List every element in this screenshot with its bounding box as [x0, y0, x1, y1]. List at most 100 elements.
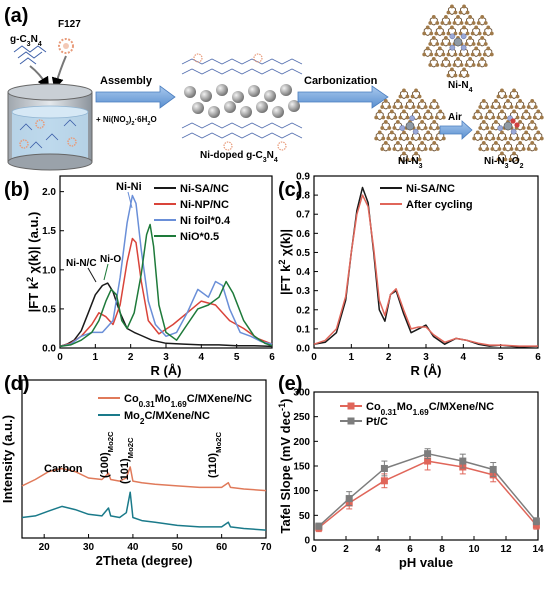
carbon-atom: [462, 67, 466, 72]
y-axis-label: |FT k2 χ(k)|: [277, 229, 293, 295]
carbon-atom: [459, 63, 464, 67]
carbon-atom: [462, 4, 466, 9]
y-tick-label: 0.5: [296, 248, 310, 259]
carbon-atom: [515, 136, 520, 141]
carbon-atom: [512, 109, 516, 114]
carbon-atom: [474, 25, 479, 30]
carbon-atom: [440, 63, 445, 67]
carbon-atom: [422, 136, 427, 141]
carbon-atom: [479, 136, 484, 141]
series-2: [59, 237, 273, 348]
carbon-atom: [493, 99, 498, 103]
ni-n3-lattice-icon: [374, 88, 446, 162]
carbon-atom: [441, 136, 446, 141]
carbonization-arrow-icon: [297, 85, 389, 109]
carbon-atom: [434, 52, 439, 57]
carbon-atom: [387, 147, 392, 151]
carbon-atom: [481, 141, 486, 145]
carbon-atom: [464, 21, 469, 25]
carbon-atom: [450, 4, 454, 9]
annotation-peak: (101)Mo2C: [119, 437, 135, 484]
carbon-atom: [435, 63, 440, 67]
carbon-atom: [416, 126, 421, 130]
carbon-atom: [477, 52, 482, 57]
nickel-atom: [453, 37, 463, 47]
data-point: [489, 465, 497, 473]
carbon-atom: [503, 94, 508, 99]
carbon-atom: [500, 151, 504, 156]
legend-label: Ni-SA/NC: [406, 183, 455, 195]
carbon-atom: [435, 147, 440, 151]
nitrogen-atom: [510, 128, 517, 135]
annotation-ni-o: Ni-O: [100, 254, 121, 265]
carbon-atom: [402, 130, 406, 135]
panel-b: (b) 0 1 2 3 4 5 6 0.0 0.5 1.0 1.5 2.0 R (Å) |FT k2 χ(…: [4, 175, 275, 378]
carbon-atom: [380, 105, 385, 109]
carbon-atom: [508, 94, 513, 99]
carbon-atom: [509, 105, 514, 109]
carbon-atom: [527, 115, 532, 120]
panel-e: (e) 0 2 4 6 8 10 12 14 0 50 100 150 200 250 300 pH valu…: [277, 373, 544, 570]
carbon-atom: [487, 109, 492, 114]
carbon-atom: [414, 109, 418, 114]
carbon-atom: [508, 136, 513, 141]
x-tick-label: 60: [216, 542, 228, 553]
carbon-atom: [428, 105, 433, 109]
series-line: [21, 491, 267, 531]
carbon-atom: [536, 130, 541, 135]
carbon-atom: [480, 15, 485, 19]
curved-arrow-icon: [51, 55, 67, 90]
carbon-atom: [423, 147, 428, 151]
carbon-atom: [386, 136, 391, 141]
x-tick-label: 0: [311, 352, 317, 363]
carbon-atom: [392, 105, 397, 109]
carbon-atom: [405, 136, 410, 141]
carbon-atom: [509, 147, 514, 151]
carbon-atom: [398, 157, 403, 162]
carbon-atom: [471, 42, 476, 46]
carbon-atom: [490, 105, 495, 109]
carbon-atom: [533, 105, 538, 109]
carbon-atom: [383, 120, 388, 124]
carbon-atom: [416, 147, 421, 151]
carbon-atom: [527, 136, 532, 141]
carbon-atom: [464, 42, 469, 46]
gcn-sheet-icon: [13, 45, 47, 65]
carbon-atom: [453, 10, 458, 15]
y-tick-label: 0.1: [296, 324, 310, 335]
carbon-atom: [526, 147, 531, 151]
chart-c: 0 1 2 3 4 5 6 0.0 0.1 0.2 0.3 0.4 0.5 0.6 0.7 0.8 0.9 R (…: [277, 172, 541, 379]
carbon-atom: [530, 141, 535, 145]
ni-n3-label: Ni-N3: [398, 156, 423, 170]
carbon-atom: [481, 99, 486, 103]
carbon-atom: [381, 136, 386, 141]
carbon-atom: [380, 126, 385, 130]
carbon-atom: [480, 36, 485, 40]
carbon-atom: [485, 126, 490, 130]
x-tick-label: 2: [343, 544, 349, 555]
carbon-atom: [468, 15, 473, 19]
carbon-atom: [530, 120, 535, 124]
y-tick-label: 0.0: [42, 344, 56, 355]
legend-label: After cycling: [406, 199, 473, 211]
carbon-atom: [422, 31, 427, 36]
y-tick-label: 0: [304, 536, 310, 547]
x-tick-label: 12: [500, 544, 512, 555]
carbon-atom: [471, 21, 476, 25]
annotation-peak: (100)Mo2C: [99, 431, 115, 478]
carbon-atom: [514, 105, 519, 109]
x-tick-label: 20: [39, 542, 51, 553]
carbon-atom: [465, 73, 470, 78]
carbon-atom: [377, 109, 382, 114]
data-point: [380, 477, 388, 485]
x-tick-label: 6: [407, 544, 413, 555]
nitrogen-atom: [449, 33, 456, 40]
carbon-atom: [500, 88, 504, 93]
carbon-atom: [518, 120, 523, 124]
carbon-atom: [459, 21, 464, 25]
legend-label: Co0.31Mo1.69C/MXene/NC: [366, 401, 494, 417]
carbon-atom: [389, 109, 394, 114]
carbon-atom: [452, 21, 457, 25]
carbon-atom: [435, 42, 440, 46]
carbon-atom: [453, 52, 458, 57]
